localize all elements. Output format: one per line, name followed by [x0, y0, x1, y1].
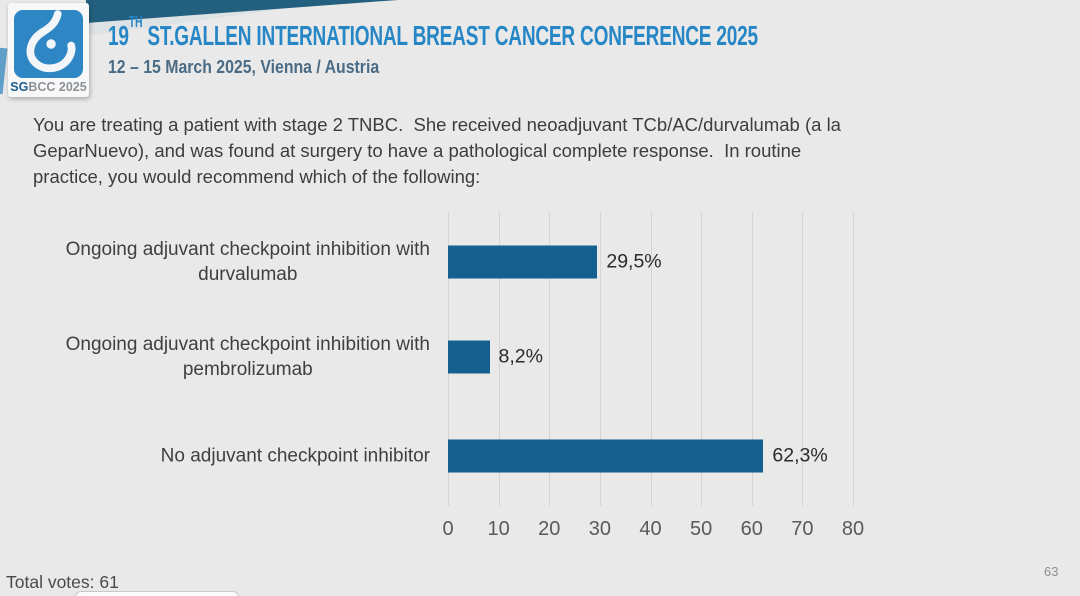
category-label-line: No adjuvant checkpoint inhibitor — [160, 445, 430, 467]
category-label-line: Ongoing adjuvant checkpoint inhibition w… — [65, 239, 430, 260]
x-tick-label: 50 — [690, 518, 713, 540]
x-tick-label: 20 — [538, 518, 561, 540]
logo-square — [14, 10, 83, 78]
gridline — [549, 212, 551, 506]
bottom-cutoff-button[interactable] — [75, 591, 239, 596]
category-label-line: pembrolizumab — [182, 359, 313, 380]
x-tick-label: 60 — [740, 518, 763, 540]
category-label: Ongoing adjuvant checkpoint inhibition w… — [66, 237, 430, 287]
bar — [448, 439, 764, 473]
gridline — [802, 212, 804, 506]
logo-caption-sg: SG — [10, 80, 29, 94]
category-label: No adjuvant checkpoint inhibitor — [161, 444, 430, 469]
total-votes-label: Total votes: 61 — [6, 572, 119, 592]
gridline — [498, 212, 500, 506]
page-number: 63 — [1044, 564, 1059, 579]
poll-question: You are treating a patient with stage 2 … — [33, 112, 841, 190]
logo-caption: SGBCC 2025 — [8, 80, 89, 94]
x-tick-label: 30 — [588, 518, 611, 540]
x-tick-label: 80 — [841, 518, 865, 540]
conference-subtitle: 12 – 15 March 2025, Vienna / Austria — [108, 57, 380, 77]
bar — [448, 340, 490, 374]
gridline — [599, 212, 601, 506]
category-label-line: durvalumab — [198, 264, 298, 285]
value-label: 62,3% — [772, 444, 828, 467]
gridline — [751, 212, 753, 506]
question-line-3: practice, you would recommend which of t… — [33, 166, 481, 187]
bar — [448, 245, 598, 279]
x-tick-label: 40 — [639, 518, 662, 540]
breast-logo-icon — [26, 10, 76, 73]
x-tick-label: 70 — [791, 518, 814, 540]
category-label-line: Ongoing adjuvant checkpoint inhibition w… — [65, 334, 430, 355]
category-label: Ongoing adjuvant checkpoint inhibition w… — [66, 332, 430, 382]
conference-title: 19TH ST.GALLEN INTERNATIONAL BREAST CANC… — [108, 14, 758, 52]
value-label: 29,5% — [606, 250, 662, 273]
gridline — [853, 212, 854, 506]
question-line-2: GeparNuevo), and was found at surgery to… — [33, 140, 802, 161]
question-line-1: You are treating a patient with stage 2 … — [33, 114, 841, 135]
value-label: 8,2% — [498, 345, 543, 368]
gridline — [701, 212, 703, 506]
title-number: 19 — [108, 20, 129, 51]
gridline — [650, 212, 652, 506]
x-tick-label: 10 — [487, 518, 510, 540]
logo-caption-rest: BCC 2025 — [28, 80, 87, 94]
title-ordinal: TH — [128, 13, 143, 31]
title-text: ST.GALLEN INTERNATIONAL BREAST CANCER CO… — [142, 20, 758, 51]
sgbcc-logo: SGBCC 2025 — [8, 3, 89, 97]
x-tick-label: 0 — [442, 518, 454, 540]
